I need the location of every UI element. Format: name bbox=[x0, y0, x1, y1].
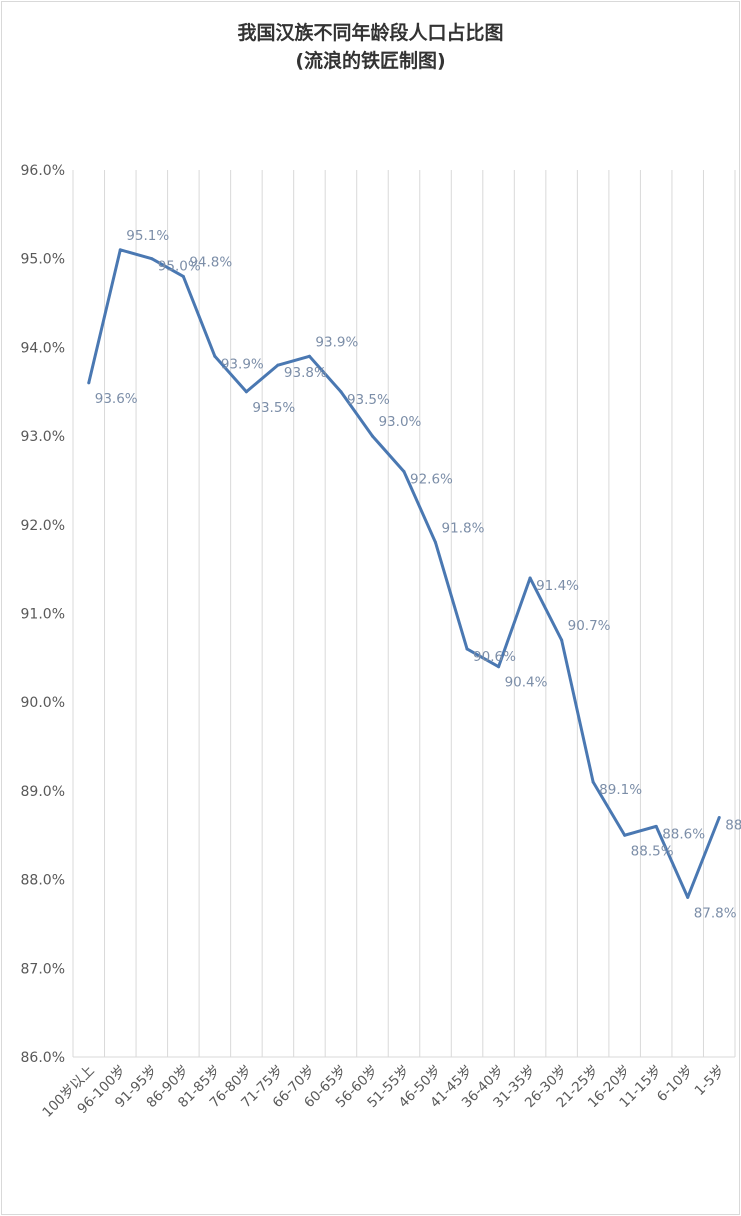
data-label: 93.9% bbox=[221, 356, 264, 372]
y-tick-label: 95.0% bbox=[21, 252, 65, 268]
data-label: 90.4% bbox=[505, 675, 548, 691]
data-point bbox=[339, 390, 343, 394]
data-point bbox=[528, 576, 532, 580]
data-point bbox=[717, 816, 721, 820]
chart-subtitle: (流浪的铁匠制图) bbox=[295, 50, 446, 72]
y-tick-label: 93.0% bbox=[21, 429, 65, 445]
y-tick-label: 91.0% bbox=[21, 607, 65, 623]
y-tick-label: 88.0% bbox=[21, 873, 65, 889]
data-label: 88.5% bbox=[631, 843, 674, 859]
y-tick-label: 87.0% bbox=[21, 961, 65, 977]
data-point bbox=[560, 638, 564, 642]
data-label: 89.1% bbox=[599, 782, 642, 798]
data-label: 93.5% bbox=[252, 400, 295, 416]
y-tick-label: 89.0% bbox=[21, 784, 65, 800]
data-label: 95.0% bbox=[158, 259, 201, 275]
y-tick-label: 92.0% bbox=[21, 518, 65, 534]
data-point bbox=[434, 541, 438, 545]
data-label: 94.8% bbox=[189, 254, 232, 270]
data-point bbox=[150, 257, 154, 261]
data-label: 90.7% bbox=[568, 618, 611, 634]
data-point bbox=[591, 780, 595, 784]
y-tick-label: 94.0% bbox=[21, 340, 65, 356]
data-label: 95.1% bbox=[126, 228, 169, 244]
data-point bbox=[465, 647, 469, 651]
data-point bbox=[654, 824, 658, 828]
data-label: 90.6% bbox=[473, 649, 516, 665]
y-tick-label: 86.0% bbox=[21, 1050, 65, 1066]
data-point bbox=[181, 274, 185, 278]
chart-title: 我国汉族不同年龄段人口占比图 bbox=[237, 22, 504, 44]
data-point bbox=[118, 248, 122, 252]
data-label: 87.8% bbox=[694, 905, 737, 921]
data-point bbox=[213, 354, 217, 358]
data-label: 88.7% bbox=[725, 818, 741, 834]
data-label: 91.4% bbox=[536, 578, 579, 594]
series-line bbox=[87, 248, 721, 899]
data-point bbox=[370, 434, 374, 438]
data-label: 93.9% bbox=[315, 334, 358, 350]
data-label: 93.6% bbox=[95, 391, 138, 407]
data-label: 93.5% bbox=[347, 392, 390, 408]
x-tick-label: 6-10岁 bbox=[654, 1063, 697, 1106]
data-point bbox=[87, 381, 91, 385]
x-tick-label: 1-5岁 bbox=[692, 1063, 728, 1099]
data-point bbox=[244, 390, 248, 394]
data-label: 93.0% bbox=[378, 414, 421, 430]
data-label: 93.8% bbox=[284, 365, 327, 381]
data-point bbox=[402, 470, 406, 474]
data-point bbox=[497, 665, 501, 669]
data-label: 92.6% bbox=[410, 472, 453, 488]
data-label: 91.8% bbox=[442, 521, 485, 537]
data-point bbox=[307, 354, 311, 358]
data-point bbox=[623, 833, 627, 837]
y-tick-label: 96.0% bbox=[21, 163, 65, 179]
data-point bbox=[276, 363, 280, 367]
data-label: 88.6% bbox=[662, 826, 705, 842]
y-tick-label: 90.0% bbox=[21, 695, 65, 711]
data-point bbox=[686, 895, 690, 899]
